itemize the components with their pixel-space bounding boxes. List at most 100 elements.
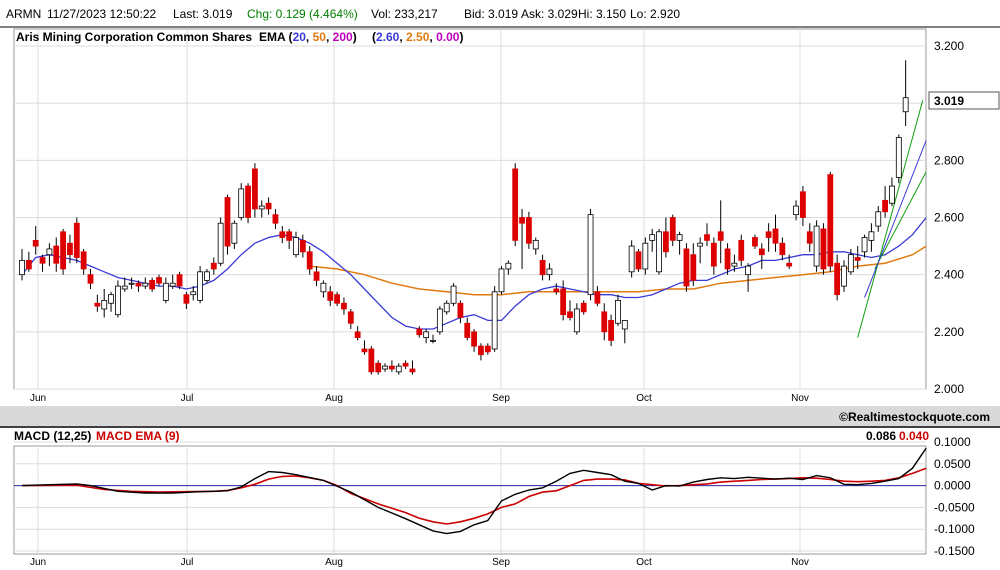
candle-down — [341, 302, 347, 310]
candle-up — [320, 282, 327, 293]
candle-down — [539, 259, 546, 276]
candle-up — [745, 265, 751, 276]
candle-up — [491, 291, 498, 350]
macd-y-tick-label: 0.1000 — [934, 435, 971, 449]
quote-datetime: 11/27/2023 12:50:22 — [47, 7, 157, 21]
ema-legend-label: EMA ( — [259, 30, 293, 44]
candle-down — [306, 251, 313, 270]
candle-down — [53, 245, 60, 264]
candle-up — [505, 262, 512, 270]
candle-up — [19, 259, 25, 276]
candle-down — [67, 242, 73, 256]
macd-y-tick-label: -0.0500 — [934, 500, 975, 514]
candle-down — [368, 348, 375, 373]
candle-down — [580, 302, 587, 313]
macd-x-tick-label: Aug — [325, 557, 343, 568]
candle-down — [409, 368, 416, 373]
candle-down — [519, 217, 525, 224]
candle-up — [532, 239, 539, 250]
candle-up — [628, 245, 635, 273]
candle-up — [115, 285, 121, 316]
candle-up — [162, 282, 169, 301]
candle-up — [642, 242, 649, 270]
ema-values: (2.60, 2.50, 0.00) — [372, 30, 463, 44]
ticker-symbol: ARMN — [6, 7, 41, 21]
candle-up — [217, 222, 224, 264]
price-x-tick-label: Aug — [325, 393, 343, 404]
last-price: Last: 3.019 — [173, 7, 233, 21]
price-change: Chg: 0.129 (4.464%) — [247, 7, 358, 21]
candle-up — [423, 331, 430, 338]
candle-up — [889, 185, 895, 204]
candle-down — [416, 328, 423, 336]
macd-x-tick-label: Oct — [636, 557, 652, 568]
macd-lines — [21, 447, 927, 535]
candle-down — [834, 262, 841, 296]
ask-price: Ask: 3.029 — [521, 7, 578, 21]
candle-down — [724, 248, 731, 270]
candle-down — [87, 274, 94, 284]
candle-down — [752, 237, 758, 247]
candle-down — [758, 248, 765, 256]
price-x-tick-label: Jul — [181, 393, 194, 404]
candle-down — [149, 279, 156, 290]
price-y-tick-label: 2.000 — [934, 382, 964, 396]
candle-down — [210, 262, 217, 270]
candle-up — [231, 222, 238, 244]
candle-down — [765, 231, 772, 238]
candle-up — [128, 282, 135, 285]
candle-up — [587, 214, 594, 296]
ema-200-value: 0.00 — [436, 30, 460, 44]
candle-up — [902, 97, 909, 113]
candle-down — [772, 228, 779, 244]
macd-x-tick-label: Sep — [492, 557, 510, 568]
candle-down — [73, 222, 80, 258]
candle-down — [669, 217, 676, 241]
bid-price: Bid: 3.019 — [464, 7, 518, 21]
candle-down — [560, 288, 567, 316]
candle-up — [498, 268, 505, 293]
macd-line — [21, 447, 927, 535]
candle-up — [395, 365, 402, 373]
candle-up — [430, 340, 436, 342]
price-y-tick-label: 2.200 — [934, 325, 964, 339]
candle-down — [25, 259, 32, 270]
candle-down — [786, 262, 793, 267]
candle-down — [375, 362, 382, 373]
candle-up — [546, 268, 553, 276]
channel-line — [874, 171, 927, 270]
candle-down — [80, 251, 87, 270]
candle-down — [827, 174, 834, 267]
candle-down — [704, 234, 710, 241]
candle-down — [683, 248, 690, 287]
price-x-axis: Jun Jul Aug Sep Oct Nov — [30, 393, 809, 404]
candle-up — [847, 254, 854, 273]
candle-down — [183, 294, 190, 304]
candle-down — [738, 239, 745, 261]
price-y-tick-label: 2.600 — [934, 211, 964, 225]
header-bar — [0, 0, 1000, 28]
macd-y-axis: 0.1000 0.0500 0.0000 -0.0500 -0.1000 -0.1500 — [934, 435, 975, 558]
candle-down — [484, 345, 491, 353]
low-price: Lo: 2.920 — [630, 7, 680, 21]
candle-down — [354, 331, 361, 338]
candle-up — [615, 299, 621, 324]
candle-down — [224, 197, 231, 247]
candle-down — [464, 322, 471, 338]
candle-down — [457, 302, 464, 318]
candle-up — [450, 285, 457, 304]
candle-up — [875, 211, 882, 227]
candle-up — [731, 262, 738, 267]
candle-up — [649, 234, 656, 241]
candle-up — [204, 271, 210, 281]
candle-down — [854, 257, 861, 261]
macd-x-tick-label: Jul — [181, 557, 194, 568]
candle-up — [258, 205, 265, 210]
candle-up — [793, 205, 799, 216]
candle-up — [436, 308, 443, 333]
candle-up — [813, 225, 820, 267]
candle-up — [238, 188, 245, 218]
macd-label: MACD (12,25) — [14, 429, 91, 443]
candle-up — [895, 137, 902, 178]
